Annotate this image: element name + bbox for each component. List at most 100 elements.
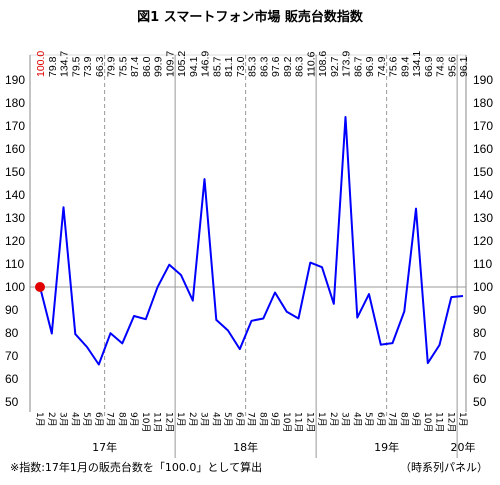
month-label: 3月 [58,412,69,427]
y-tick-label-left: 50 [5,395,19,409]
month-label: 4月 [210,412,221,427]
value-label: 105.2 [176,51,188,77]
y-tick-label-left: 70 [5,349,19,363]
y-tick-label-left: 150 [5,165,25,179]
month-label: 5月 [363,412,374,427]
y-tick-label-right: 70 [473,349,487,363]
value-label: 66.9 [423,56,435,77]
y-tick-label-right: 170 [473,119,493,133]
value-label: 75.5 [117,56,129,77]
value-label: 89.2 [282,56,294,77]
month-label: 12月 [163,412,174,432]
month-label: 8月 [257,412,268,427]
value-label: 99.9 [153,56,165,77]
year-label: 19年 [374,440,399,454]
month-label: 7月 [105,412,116,427]
value-label: 146.9 [200,51,212,77]
y-tick-label-left: 180 [5,96,25,110]
value-label: 86.3 [258,56,270,77]
value-label: 97.6 [270,56,282,77]
month-label: 6月 [375,412,386,427]
month-label: 4月 [69,412,80,427]
month-label: 6月 [93,412,104,427]
month-label: 10月 [422,412,433,432]
month-label: 7月 [387,412,398,427]
value-label: 73.0 [235,56,247,77]
month-label: 10月 [281,412,292,432]
value-label: 74.9 [376,56,388,77]
y-tick-label-right: 130 [473,211,493,225]
y-tick-label-left: 90 [5,303,19,317]
month-label: 11月 [152,412,163,432]
value-label: 92.7 [329,56,341,77]
value-label: 94.1 [188,56,200,77]
y-tick-label-left: 160 [5,142,25,156]
month-label: 11月 [434,412,445,432]
month-label: 2月 [187,412,198,427]
y-tick-label-right: 60 [473,372,487,386]
y-tick-label-right: 180 [473,96,493,110]
y-tick-label-right: 140 [473,188,493,202]
y-tick-label-left: 120 [5,234,25,248]
month-label: 12月 [304,412,315,432]
value-label: 74.8 [435,56,447,77]
value-label: 79.9 [106,56,118,77]
month-label: 5月 [81,412,92,427]
panel-note: （時系列パネル） [400,460,488,474]
month-label: 1月 [457,412,468,427]
value-label: 86.0 [141,56,153,77]
y-tick-label-left: 60 [5,372,19,386]
month-label: 12月 [445,412,456,432]
value-label: 173.9 [341,51,353,77]
value-label: 108.6 [317,51,329,77]
y-tick-label-left: 140 [5,188,25,202]
y-tick-label-right: 190 [473,73,493,87]
month-label: 2月 [328,412,339,427]
value-label: 86.3 [294,56,306,77]
year-label: 20年 [451,440,476,454]
y-tick-label-left: 80 [5,326,19,340]
month-label: 1月 [175,412,186,427]
value-labels: 100.0 79.8 134.7 79.5 73.9 66.3 79.9 75.5 87.4 86… [35,51,470,77]
value-label: 79.8 [47,56,59,77]
y-tick-label-right: 120 [473,234,493,248]
month-label: 7月 [246,412,257,427]
y-tick-label-right: 110 [473,257,492,271]
month-label: 2月 [46,412,57,427]
value-label: 134.7 [59,51,71,77]
plot-frame [29,54,467,458]
value-label: 134.1 [411,51,423,77]
value-label: 87.4 [129,56,141,77]
value-label: 86.7 [352,56,364,77]
chart-title: 図1 スマートフォン市場 販売台数指数 [137,9,364,25]
value-label: 100.0 [35,51,47,77]
month-label: 8月 [116,412,127,427]
value-label: 66.3 [94,56,106,77]
y-tick-label-left: 190 [5,73,25,87]
month-label: 11月 [293,412,304,432]
y-tick-label-left: 110 [5,257,24,271]
value-label: 85.7 [211,56,223,77]
month-label: 1月 [34,412,45,427]
value-label: 109.7 [164,51,176,77]
y-tick-label-right: 100 [473,280,493,294]
month-label: 6月 [234,412,245,427]
value-label: 73.9 [82,56,94,77]
y-tick-label-left: 100 [5,280,25,294]
value-label: 96.9 [364,56,376,77]
month-label: 3月 [199,412,210,427]
y-tick-label-right: 90 [473,303,487,317]
month-label: 9月 [410,412,421,427]
year-label: 18年 [233,440,258,454]
value-label: 79.5 [70,56,82,77]
y-axis: 50 50 60 60 70 70 80 80 90 90 100 100 110 110 120 120 13… [5,73,493,409]
month-label: 9月 [128,412,139,427]
series-line [39,116,464,366]
month-labels: 1月 2月 3月 4月 5月 6月 7月 8月 9月 10月 11月 12月 1月 2月 3月 4月 5月 6月 7… [34,412,468,432]
month-label: 4月 [351,412,362,427]
value-label: 81.1 [223,56,235,77]
month-label: 3月 [340,412,351,427]
month-label: 8月 [398,412,409,427]
value-label: 110.6 [305,51,317,77]
footnote: ※指数:17年1月の販売台数を「100.0」として算出 [10,460,262,474]
